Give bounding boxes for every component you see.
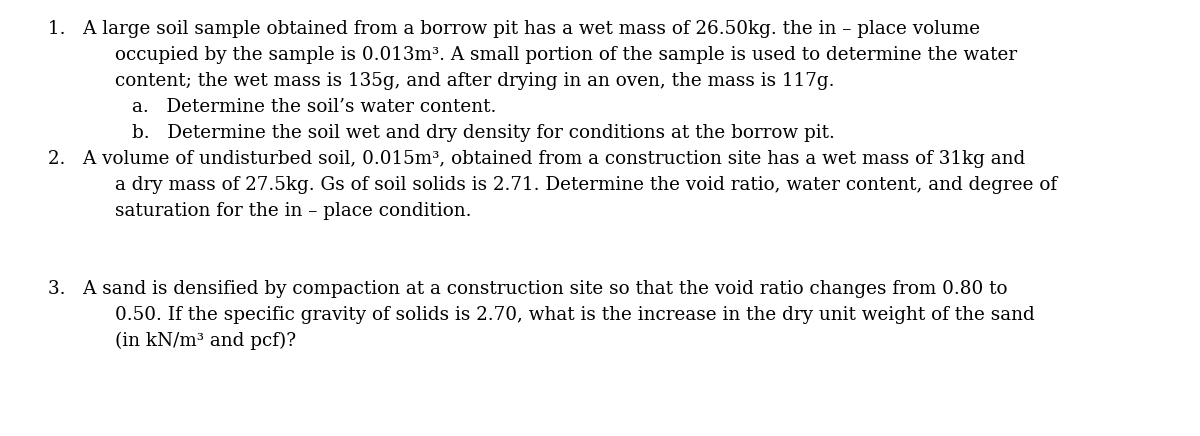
Text: a.   Determine the soil’s water content.: a. Determine the soil’s water content.: [132, 98, 497, 116]
Text: 0.50. If the specific gravity of solids is 2.70, what is the increase in the dry: 0.50. If the specific gravity of solids …: [115, 306, 1034, 324]
Text: content; the wet mass is 135g, and after drying in an oven, the mass is 117g.: content; the wet mass is 135g, and after…: [115, 72, 834, 90]
Text: 2.   A volume of undisturbed soil, 0.015m³, obtained from a construction site ha: 2. A volume of undisturbed soil, 0.015m³…: [48, 150, 1025, 168]
Text: (in kN/m³ and pcf)?: (in kN/m³ and pcf)?: [115, 332, 296, 350]
Text: 1.   A large soil sample obtained from a borrow pit has a wet mass of 26.50kg. t: 1. A large soil sample obtained from a b…: [48, 20, 980, 38]
Text: a dry mass of 27.5kg. Gs of soil solids is 2.71. Determine the void ratio, water: a dry mass of 27.5kg. Gs of soil solids …: [115, 176, 1057, 194]
Text: occupied by the sample is 0.013m³. A small portion of the sample is used to dete: occupied by the sample is 0.013m³. A sma…: [115, 46, 1018, 64]
Text: 3.   A sand is densified by compaction at a construction site so that the void r: 3. A sand is densified by compaction at …: [48, 280, 1008, 298]
Text: saturation for the in – place condition.: saturation for the in – place condition.: [115, 202, 472, 220]
Text: b.   Determine the soil wet and dry density for conditions at the borrow pit.: b. Determine the soil wet and dry densit…: [132, 124, 835, 142]
